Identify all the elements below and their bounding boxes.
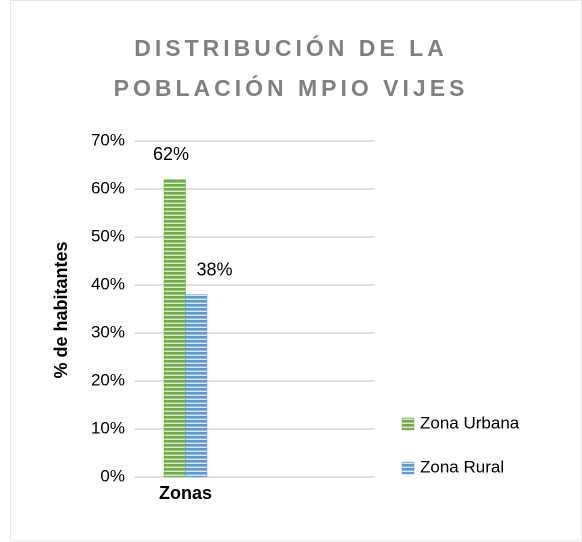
bar	[163, 179, 186, 478]
data-label: 62%	[153, 144, 189, 164]
bar	[185, 294, 208, 478]
y-tick-label: 0%	[100, 466, 125, 485]
chart-title: POBLACIÓN MPIO VIJES	[114, 74, 469, 101]
y-tick-label: 20%	[91, 370, 125, 389]
y-tick-label: 50%	[91, 226, 125, 245]
y-tick-label: 40%	[91, 274, 125, 293]
legend-label: Zona Urbana	[420, 413, 520, 432]
chart-title: DISTRIBUCIÓN DE LA	[134, 34, 448, 61]
y-tick-label: 70%	[91, 130, 125, 149]
y-axis-label: % de habitantes	[51, 241, 71, 378]
legend-swatch	[401, 417, 415, 431]
x-tick-label: Zonas	[159, 483, 212, 503]
y-tick-label: 30%	[91, 322, 125, 341]
legend-label: Zona Rural	[420, 457, 504, 476]
y-tick-label: 60%	[91, 178, 125, 197]
data-label: 38%	[197, 259, 233, 279]
y-tick-label: 10%	[91, 418, 125, 437]
legend-swatch	[401, 461, 415, 475]
